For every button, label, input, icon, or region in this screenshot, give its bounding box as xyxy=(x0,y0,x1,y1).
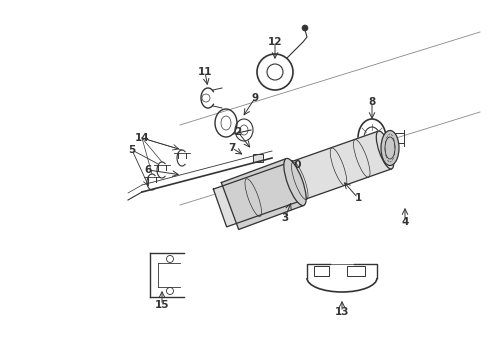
Text: 12: 12 xyxy=(268,37,282,47)
Bar xyxy=(347,266,365,276)
Text: 10: 10 xyxy=(288,160,302,170)
Text: 14: 14 xyxy=(135,133,149,143)
Text: 15: 15 xyxy=(155,300,169,310)
Text: 4: 4 xyxy=(401,217,409,227)
Bar xyxy=(314,266,329,276)
Text: 7: 7 xyxy=(228,143,236,153)
Text: 8: 8 xyxy=(368,97,376,107)
Bar xyxy=(253,154,263,162)
Bar xyxy=(262,172,282,188)
Ellipse shape xyxy=(381,131,399,166)
Text: 6: 6 xyxy=(145,165,151,175)
Ellipse shape xyxy=(284,158,306,206)
Text: 13: 13 xyxy=(335,307,349,317)
Polygon shape xyxy=(213,131,392,227)
Text: 9: 9 xyxy=(251,93,259,103)
Text: 5: 5 xyxy=(128,145,136,155)
Text: 3: 3 xyxy=(281,213,289,223)
Text: 11: 11 xyxy=(198,67,212,77)
Text: 2: 2 xyxy=(234,127,242,137)
Ellipse shape xyxy=(376,131,394,169)
Text: 1: 1 xyxy=(354,193,362,203)
Polygon shape xyxy=(221,158,304,229)
Circle shape xyxy=(302,25,308,31)
